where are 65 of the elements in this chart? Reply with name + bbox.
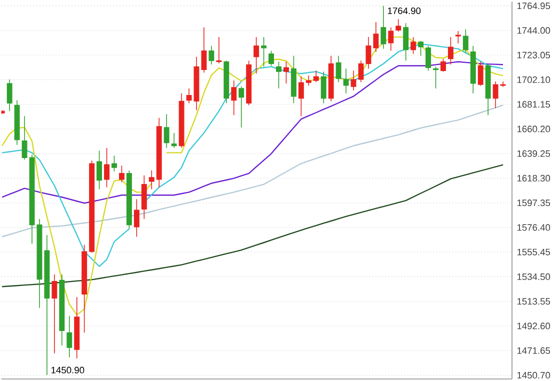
candlestick xyxy=(201,27,207,74)
y-tick-label: 1639.25 xyxy=(517,150,550,157)
candlestick xyxy=(134,198,140,238)
y-tick-label: 1492.60 xyxy=(517,322,550,330)
candlestick xyxy=(478,61,484,86)
candlestick xyxy=(343,68,349,94)
candlestick xyxy=(52,274,58,354)
candlestick xyxy=(426,45,431,72)
candlestick xyxy=(306,75,312,86)
candlestick xyxy=(216,36,222,64)
candlestick xyxy=(254,36,260,74)
y-tick-label: 1450.70 xyxy=(517,372,550,379)
y-tick-label: 1555.45 xyxy=(517,248,550,256)
candlestick xyxy=(336,55,342,83)
candlestick xyxy=(208,45,214,65)
y-tick-label: 1744.00 xyxy=(517,27,550,34)
y-tick-label: 1471.65 xyxy=(517,347,550,354)
candlestick xyxy=(410,36,416,54)
candlestick xyxy=(231,80,237,116)
annotation: 1450.90 xyxy=(52,366,84,374)
candlestick xyxy=(440,58,446,72)
candlestick xyxy=(403,22,409,62)
candlestick xyxy=(6,79,12,112)
candlestick xyxy=(96,150,102,190)
candlestick xyxy=(350,70,356,91)
candlestick xyxy=(104,148,110,188)
candlestick xyxy=(261,36,266,68)
candlestick xyxy=(418,40,424,56)
candlestick xyxy=(171,132,177,148)
candlestick xyxy=(283,61,289,84)
y-tick-label: 1576.40 xyxy=(517,224,550,231)
candlestick xyxy=(320,71,326,104)
candlestick xyxy=(276,61,282,89)
candlestick xyxy=(66,315,72,358)
y-tick-label: 1660.20 xyxy=(517,126,550,132)
candlestick xyxy=(433,66,438,89)
candlestick xyxy=(22,116,28,160)
candlestick xyxy=(164,114,170,148)
candlestick xyxy=(112,155,117,172)
candlestick xyxy=(492,81,498,109)
candlestick xyxy=(455,30,461,44)
candlestick xyxy=(313,70,319,83)
candlestick xyxy=(373,22,379,52)
y-tick-label: 1618.30 xyxy=(517,174,550,182)
candlestick xyxy=(388,27,394,52)
candlestick xyxy=(298,76,304,117)
candlestick xyxy=(148,170,154,190)
candlestick xyxy=(380,5,386,50)
candlestick xyxy=(268,50,274,66)
annotation: 1764.90 xyxy=(388,8,421,14)
candlestick xyxy=(118,165,124,183)
y-tick-label: 1534.50 xyxy=(517,273,550,280)
candlestick xyxy=(366,36,372,70)
y-tick-label: 1723.05 xyxy=(517,52,550,58)
candlestick xyxy=(462,28,468,54)
candlestick xyxy=(358,60,364,83)
y-tick-label: 1513.55 xyxy=(517,298,550,305)
candlestick xyxy=(448,36,454,65)
candlestick xyxy=(396,18,402,32)
y-tick-label: 1764.95 xyxy=(517,2,550,10)
candlestick xyxy=(186,88,192,104)
y-tick-label: 1702.10 xyxy=(517,76,550,84)
y-tick-label: 1597.35 xyxy=(517,200,550,206)
candlestick xyxy=(238,86,244,128)
y-tick-label: 1681.15 xyxy=(517,101,550,108)
